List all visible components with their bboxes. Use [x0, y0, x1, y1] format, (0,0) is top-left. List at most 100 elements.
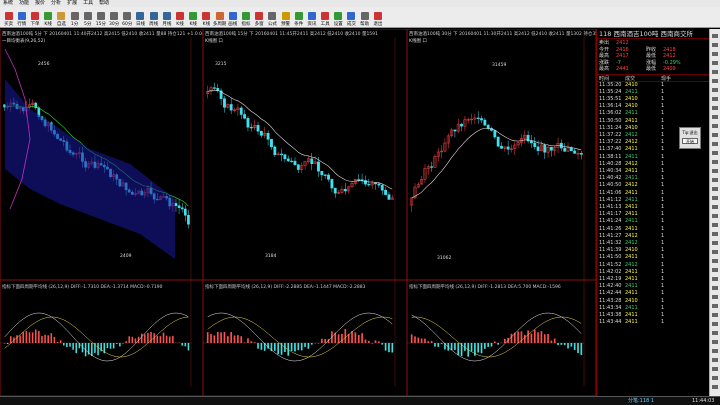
sidebar-icon[interactable]: [712, 106, 718, 110]
tick-row[interactable]: 11:41:12 2411 1: [599, 197, 709, 204]
sidebar-icon[interactable]: [712, 124, 718, 128]
sidebar-icon[interactable]: [712, 358, 718, 362]
sidebar-icon[interactable]: [712, 79, 718, 83]
toolbar-button[interactable]: 15分: [94, 8, 107, 27]
toolbar-button[interactable]: 行情: [15, 8, 28, 27]
menu-item[interactable]: 报价: [35, 0, 46, 6]
menu-item[interactable]: 功能: [19, 0, 30, 6]
sidebar-icon[interactable]: [712, 376, 718, 380]
toolbar-button[interactable]: 下单: [28, 8, 41, 27]
sidebar-icon[interactable]: [712, 115, 718, 119]
tick-row[interactable]: 11:41:26 2411 1: [599, 226, 709, 233]
sidebar-icon[interactable]: [712, 88, 718, 92]
sidebar-icon[interactable]: [712, 61, 718, 65]
toolbar-button[interactable]: 条件: [292, 8, 305, 27]
tick-row[interactable]: 11:42:02 2411 1: [599, 269, 709, 276]
toolbar-button[interactable]: 多窗: [253, 8, 266, 27]
tick-row[interactable]: 11:30:50 2411 1: [599, 118, 709, 125]
toolbar-button[interactable]: 帮助: [358, 8, 371, 27]
tick-row[interactable]: 11:36:02 2411 1: [599, 110, 709, 117]
tick-row[interactable]: 11:36:14 2410 1: [599, 103, 709, 110]
toolbar-button[interactable]: K线: [187, 8, 200, 27]
tick-row[interactable]: 11:41:13 2411 1: [599, 204, 709, 211]
toolbar-button[interactable]: 公式: [266, 8, 279, 27]
sidebar-icon[interactable]: [712, 295, 718, 299]
sidebar-icon[interactable]: [712, 331, 718, 335]
sidebar-icon[interactable]: [712, 250, 718, 254]
sidebar-icon[interactable]: [712, 223, 718, 227]
tick-row[interactable]: 11:43:44 2411 1: [599, 319, 709, 326]
toolbar-button[interactable]: 1分: [68, 8, 81, 27]
sidebar-icon[interactable]: [712, 277, 718, 281]
sidebar-icon[interactable]: [712, 322, 718, 326]
sidebar-icon[interactable]: [712, 178, 718, 182]
toolbar-button[interactable]: 周线: [147, 8, 160, 27]
tick-row[interactable]: 11:42:19 2411 1: [599, 276, 709, 283]
tick-list[interactable]: 11:35:20 2410 1 11:35:24 2411 1 11:35:51 2410 1 1…: [597, 82, 709, 327]
sidebar-icon[interactable]: [712, 214, 718, 218]
sidebar-icon[interactable]: [712, 142, 718, 146]
menu-item[interactable]: 系统: [3, 0, 14, 6]
tick-row[interactable]: 11:41:17 2411 1: [599, 211, 709, 218]
toolbar-button[interactable]: 5分: [81, 8, 94, 27]
menu-item[interactable]: 帮助: [99, 0, 110, 6]
sidebar-icon[interactable]: [712, 187, 718, 191]
toolbar-button[interactable]: 工具: [319, 8, 332, 27]
tick-row[interactable]: 11:40:50 2412 1: [599, 182, 709, 189]
sidebar-icon[interactable]: [712, 43, 718, 47]
toolbar-button[interactable]: 成交: [345, 8, 358, 27]
toolbar-button[interactable]: 预警: [279, 8, 292, 27]
tick-row[interactable]: 11:35:20 2410 1: [599, 82, 709, 89]
tick-row[interactable]: 11:37:40 2411 1: [599, 146, 709, 153]
tick-row[interactable]: 11:41:06 2411 1: [599, 190, 709, 197]
sidebar-icon[interactable]: [712, 70, 718, 74]
sidebar-icon[interactable]: [712, 259, 718, 263]
sidebar-icon[interactable]: [712, 52, 718, 56]
toolbar-button[interactable]: 指标: [239, 8, 252, 27]
sidebar-icon[interactable]: [712, 313, 718, 317]
tick-row[interactable]: 11:41:27 2412 1: [599, 233, 709, 240]
toolbar-button[interactable]: K线: [200, 8, 213, 27]
sidebar-icon[interactable]: [712, 160, 718, 164]
sidebar-icon[interactable]: [712, 133, 718, 137]
toolbar-button[interactable]: 画线: [226, 8, 239, 27]
tick-row[interactable]: 11:37:22 2412 1: [599, 139, 709, 146]
tick-row[interactable]: 11:40:34 2411 1: [599, 168, 709, 175]
tick-row[interactable]: 11:42:44 2411 1: [599, 290, 709, 297]
tick-row[interactable]: 11:41:52 2412 1: [599, 262, 709, 269]
chart-panel[interactable]: [202, 28, 408, 397]
toolbar-button[interactable]: 30分: [108, 8, 121, 27]
tick-row[interactable]: 11:42:40 2411 1: [599, 283, 709, 290]
sidebar-icon[interactable]: [712, 169, 718, 173]
chart-panel[interactable]: [406, 28, 597, 397]
sidebar-icon[interactable]: [712, 286, 718, 290]
sidebar-icon[interactable]: [712, 34, 718, 38]
tick-row[interactable]: 11:41:50 2411 1: [599, 254, 709, 261]
tick-row[interactable]: 11:43:38 2411 1: [599, 312, 709, 319]
toolbar-button[interactable]: 多周期: [213, 8, 226, 27]
tick-row[interactable]: 11:35:51 2410 1: [599, 96, 709, 103]
sidebar-icon[interactable]: [712, 151, 718, 155]
sidebar-icon[interactable]: [712, 232, 718, 236]
sidebar-icon[interactable]: [712, 304, 718, 308]
toolbar-button[interactable]: K线: [173, 8, 186, 27]
sidebar-icon[interactable]: [712, 349, 718, 353]
tick-row[interactable]: 11:40:28 2412 1: [599, 161, 709, 168]
toolbar-button[interactable]: 设置: [332, 8, 345, 27]
toolbar-button[interactable]: 退出: [371, 8, 384, 27]
sidebar-icon[interactable]: [712, 196, 718, 200]
tick-row[interactable]: 11:37:22 2412 1: [599, 132, 709, 139]
tick-row[interactable]: 11:31:24 2410 1: [599, 125, 709, 132]
menu-item[interactable]: 扩展: [67, 0, 78, 6]
popup-start-button[interactable]: 开始: [682, 138, 698, 144]
tick-row[interactable]: 11:41:32 2412 1: [599, 240, 709, 247]
sidebar-icon[interactable]: [712, 205, 718, 209]
sidebar-icon[interactable]: [712, 241, 718, 245]
menu-item[interactable]: 分析: [51, 0, 62, 6]
tick-row[interactable]: 11:40:42 2411 1: [599, 175, 709, 182]
toolbar-button[interactable]: 资讯: [305, 8, 318, 27]
tick-row[interactable]: 11:35:24 2411 1: [599, 89, 709, 96]
tick-row[interactable]: 11:43:28 2410 1: [599, 298, 709, 305]
sidebar-icon[interactable]: [712, 385, 718, 389]
tick-row[interactable]: 11:43:34 2411 1: [599, 305, 709, 312]
